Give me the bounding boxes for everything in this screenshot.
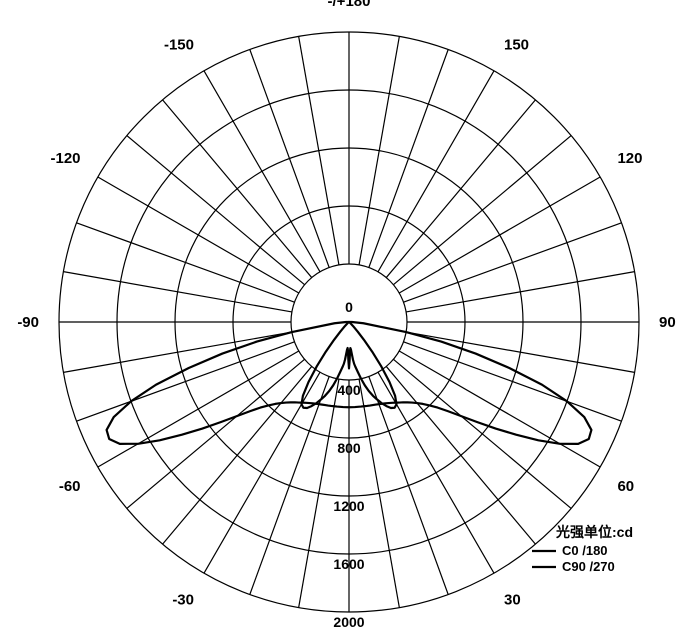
angle-tick-label: 120: [617, 150, 642, 167]
angle-tick-label: -30: [172, 591, 194, 608]
legend-item-label: C0 /180: [562, 543, 608, 558]
legend-item-label: C90 /270: [562, 559, 615, 574]
radial-tick-label: 2000: [333, 614, 364, 630]
angle-tick-label: -60: [59, 478, 81, 495]
center-zero-label: 0: [345, 299, 353, 315]
angle-tick-label: 90: [659, 314, 676, 331]
radial-tick-label: 800: [337, 440, 361, 456]
legend-title: 光强单位:cd: [555, 524, 633, 540]
angle-tick-label: 30: [504, 591, 521, 608]
radial-tick-label: 1200: [333, 498, 364, 514]
angle-tick-label: -120: [51, 150, 81, 167]
angle-tick-label: 60: [617, 478, 634, 495]
radial-tick-label: 400: [337, 382, 361, 398]
angle-tick-label: -/+180: [328, 0, 371, 10]
angle-tick-label: -150: [164, 37, 194, 54]
angle-tick-label: 150: [504, 37, 529, 54]
polar-light-distribution-chart: 0 400 800 1200 1600 2000 -/+180 -150 150 -120 120 -…: [0, 0, 698, 644]
radial-tick-label: 1600: [333, 556, 364, 572]
angle-tick-label: -90: [17, 314, 39, 331]
